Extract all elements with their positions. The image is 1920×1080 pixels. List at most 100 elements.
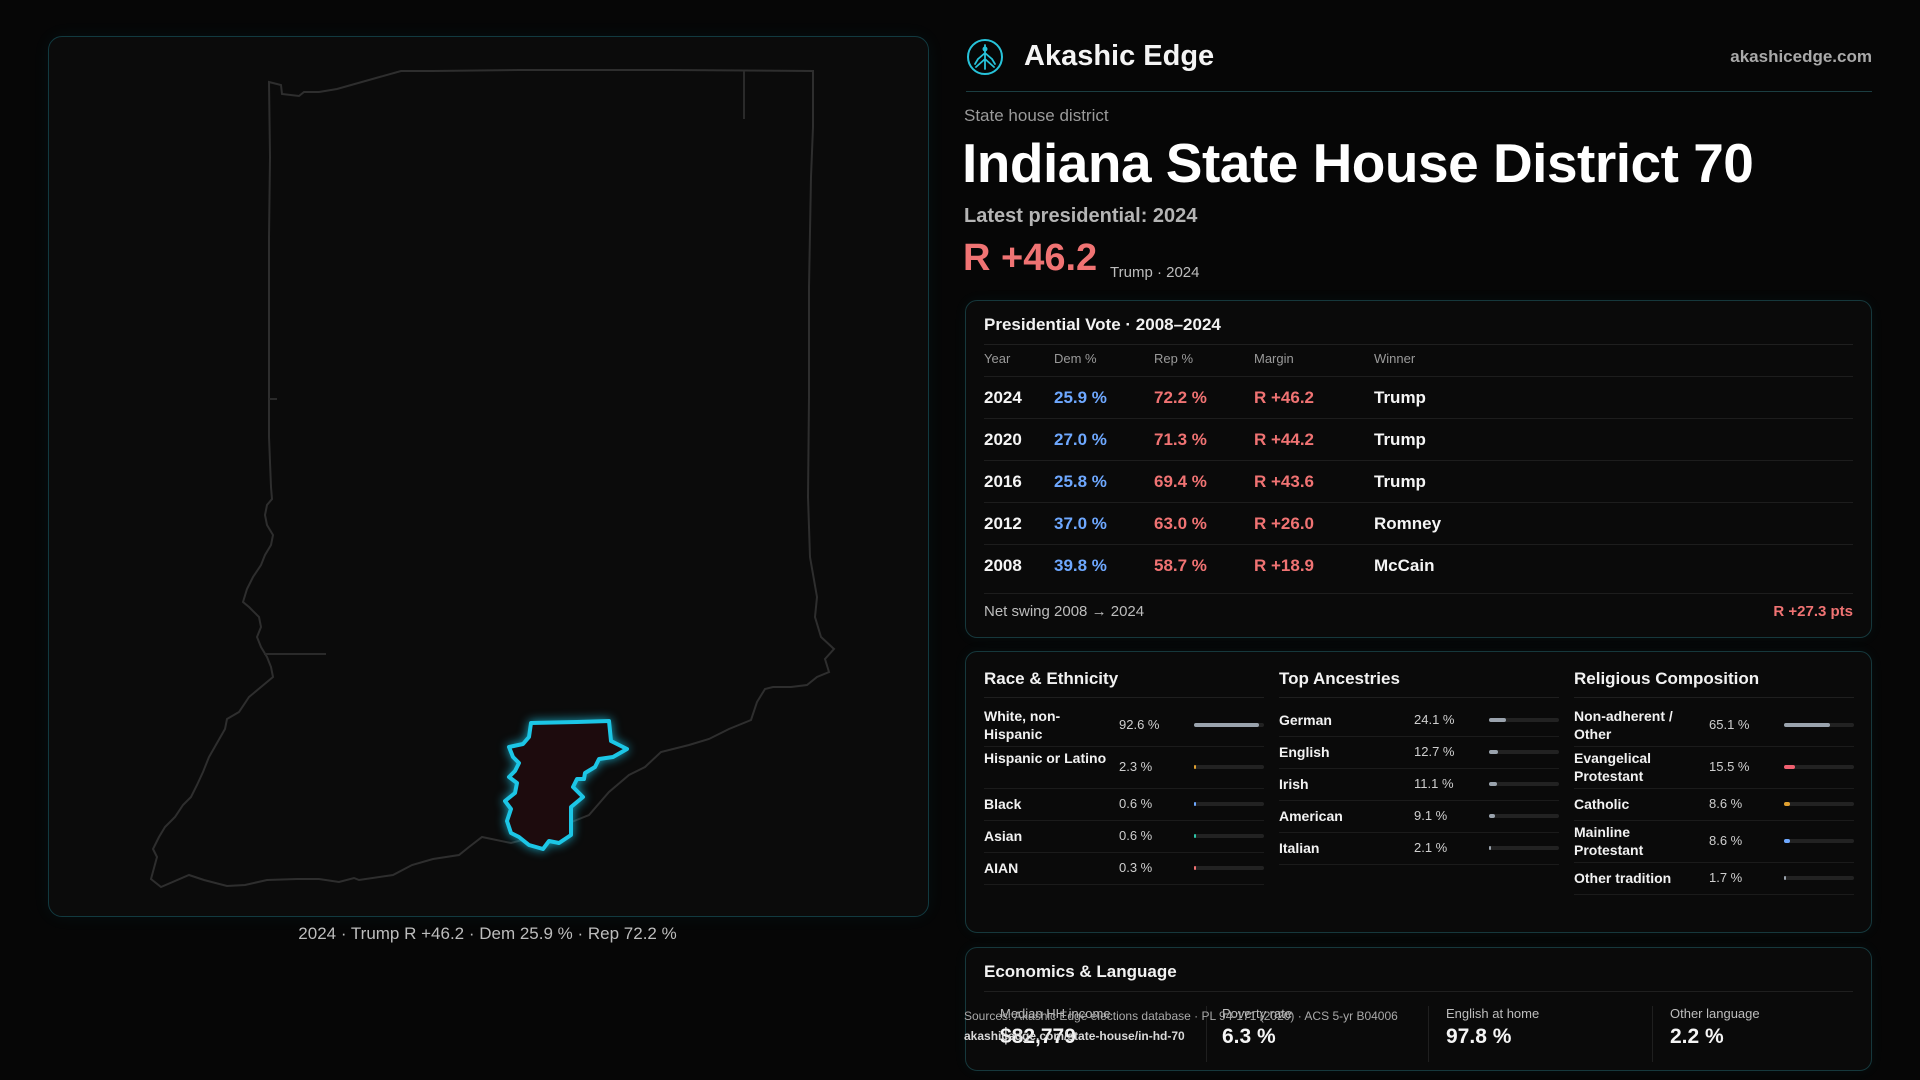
presidential-card-title: Presidential Vote · 2008–2024 [984, 315, 1221, 334]
bar-track [1489, 846, 1559, 850]
list-item: German 24.1 % [1279, 704, 1559, 737]
list-item: Other tradition 1.7 % [1574, 862, 1854, 895]
presidential-vote-card: Presidential Vote · 2008–2024 Year Dem %… [965, 300, 1872, 638]
cell-dem: 37.0 % [1054, 514, 1107, 533]
list-item: Black 0.6 % [984, 788, 1264, 821]
district-map[interactable] [48, 36, 929, 917]
bar-fill [1489, 782, 1497, 786]
source-link[interactable]: akashicedge.com/state-house/in-hd-70 [964, 1029, 1185, 1043]
item-label: White, non-Hispanic [984, 708, 1061, 742]
list-item: Catholic 8.6 % [1574, 788, 1854, 821]
item-percent: 11.1 % [1414, 776, 1454, 791]
cell-winner: McCain [1374, 556, 1435, 575]
item-label: American [1279, 808, 1343, 824]
bar-fill [1194, 723, 1259, 727]
race-section-title: Race & Ethnicity [984, 669, 1119, 688]
brand-url[interactable]: akashicedge.com [1730, 47, 1872, 66]
latest-margin-sub: Trump · 2024 [1110, 264, 1200, 281]
religion-section: Religious Composition Non-adherent / Oth… [1556, 652, 1854, 932]
bar-fill [1784, 839, 1791, 843]
tree-logo-icon[interactable] [966, 38, 1004, 76]
map-caption: 2024 · Trump R +46.2 · Dem 25.9 % · Rep … [298, 924, 677, 943]
cell-winner: Trump [1374, 388, 1426, 407]
item-percent: 0.6 % [1119, 796, 1153, 811]
item-percent: 65.1 % [1709, 717, 1750, 732]
item-percent: 24.1 % [1414, 712, 1455, 727]
item-label: AIAN [984, 860, 1019, 876]
economics-card-title: Economics & Language [984, 962, 1177, 981]
bar-track [1784, 765, 1854, 769]
cell-dem: 25.8 % [1054, 472, 1107, 491]
bar-fill [1194, 866, 1196, 870]
cell-rep: 71.3 % [1154, 430, 1207, 449]
bar-track [1784, 723, 1854, 727]
ancestry-section: Top Ancestries German 24.1 % English 12.7 %… [1261, 652, 1559, 932]
list-item: Irish 11.1 % [1279, 768, 1559, 801]
item-percent: 12.7 % [1414, 744, 1455, 759]
list-item: AIAN 0.3 % [984, 852, 1264, 885]
divider [1652, 1006, 1653, 1062]
cell-year: 2016 [984, 472, 1022, 491]
net-swing-value: R +27.3 pts [1773, 603, 1853, 620]
bar-track [1194, 866, 1264, 870]
bar-track [1489, 782, 1559, 786]
header-divider [966, 91, 1872, 92]
list-item: Italian 2.1 % [1279, 832, 1559, 865]
bar-fill [1784, 765, 1795, 769]
item-label: Non-adherent / Other [1574, 708, 1673, 742]
bar-fill [1784, 802, 1791, 806]
cell-margin: R +18.9 [1254, 556, 1315, 575]
stat-poverty-rate: Poverty rate 6.3 % [1222, 1006, 1292, 1049]
item-percent: 15.5 % [1709, 759, 1750, 774]
latest-presidential-label: Latest presidential: 2024 [964, 205, 1198, 227]
divider [984, 697, 1264, 698]
item-percent: 0.6 % [1119, 828, 1153, 843]
bar-fill [1489, 718, 1506, 722]
bar-track [1194, 723, 1264, 727]
brand-header: Akashic Edge akashicedge.com [966, 38, 1872, 78]
list-item: Asian 0.6 % [984, 820, 1264, 853]
bar-fill [1489, 846, 1491, 850]
list-item: Mainline Protestant 8.6 % [1574, 820, 1854, 863]
bar-fill [1194, 802, 1196, 806]
list-item: Hispanic or Latino 2.3 % [984, 746, 1264, 789]
bar-track [1194, 834, 1264, 838]
cell-year: 2024 [984, 388, 1022, 407]
divider [1206, 1006, 1207, 1062]
bar-track [1784, 876, 1854, 880]
bar-track [1194, 765, 1264, 769]
cell-rep: 72.2 % [1154, 388, 1207, 407]
highlighted-district[interactable] [503, 719, 629, 851]
col-header-year: Year [984, 351, 1011, 366]
divider [1574, 697, 1854, 698]
cell-rep: 63.0 % [1154, 514, 1207, 533]
bar-track [1489, 750, 1559, 754]
stat-label: Median HH income [1000, 1006, 1111, 1021]
cell-rep: 58.7 % [1154, 556, 1207, 575]
divider [1279, 697, 1559, 698]
latest-margin: R +46.2 [963, 237, 1098, 279]
stat-other-language: Other language 2.2 % [1670, 1006, 1760, 1049]
item-percent: 9.1 % [1414, 808, 1448, 823]
col-header-rep: Rep % [1154, 351, 1194, 366]
table-row: 2016 25.8 % 69.4 % R +43.6 Trump [984, 460, 1853, 503]
stat-label: English at home [1446, 1006, 1540, 1021]
cell-dem: 27.0 % [1054, 430, 1107, 449]
bar-fill [1784, 723, 1830, 727]
item-label: English [1279, 744, 1330, 760]
state-outline [149, 69, 836, 889]
list-item: Non-adherent / Other 65.1 % [1574, 704, 1854, 747]
bar-track [1784, 802, 1854, 806]
cell-rep: 69.4 % [1154, 472, 1207, 491]
item-percent: 2.3 % [1119, 759, 1153, 774]
item-label: German [1279, 712, 1332, 728]
item-label: Other tradition [1574, 870, 1672, 886]
bar-fill [1194, 765, 1196, 769]
item-label: Asian [984, 828, 1023, 844]
bar-fill [1194, 834, 1196, 838]
demographics-card: Race & Ethnicity White, non-Hispanic 92.6… [965, 651, 1872, 933]
bar-track [1489, 718, 1559, 722]
divider [984, 593, 1853, 594]
brand-name[interactable]: Akashic Edge [1024, 40, 1215, 72]
bar-track [1784, 839, 1854, 843]
